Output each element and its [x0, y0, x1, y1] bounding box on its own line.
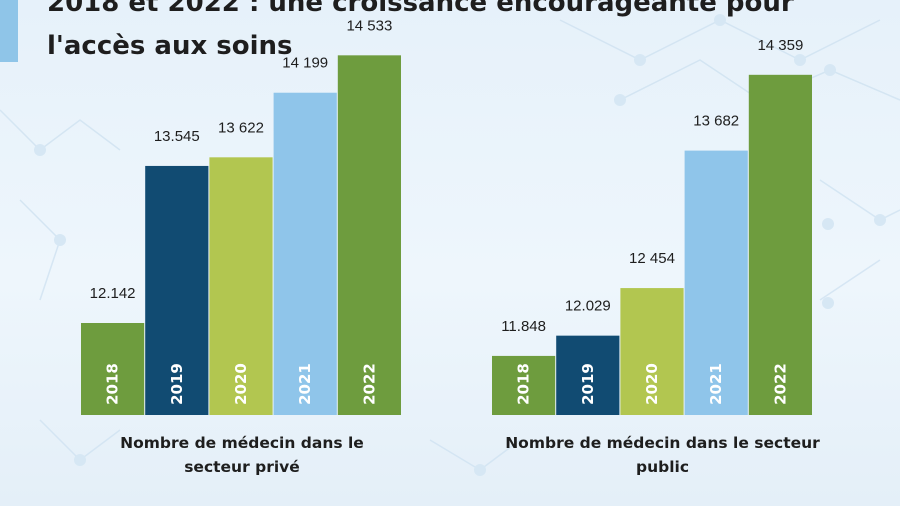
- value-label-public-2022: 14 359: [757, 37, 803, 54]
- category-label-public-2020: 2020: [643, 363, 661, 405]
- bar-private-2021: [273, 92, 337, 415]
- bar-public-2020: [620, 288, 684, 415]
- category-label-private-2019: 2019: [168, 363, 186, 405]
- page-title: 2018 et 2022 : une croissance encouragea…: [47, 0, 794, 61]
- value-label-public-2019: 12.029: [565, 298, 611, 315]
- value-label-private-2018: 12.142: [90, 285, 136, 302]
- category-label-private-2018: 2018: [104, 363, 122, 405]
- bar-private-2018: [81, 323, 145, 415]
- title-accent-bar: [0, 0, 18, 62]
- chart-caption-private: Nombre de médecin dans le secteur privé: [120, 434, 364, 476]
- bar-private-2020: [209, 157, 273, 416]
- value-label-public-2021: 13 682: [693, 113, 739, 130]
- value-label-private-2020: 13 622: [218, 119, 264, 136]
- category-label-public-2021: 2021: [707, 363, 725, 405]
- bar-private-2019: [145, 165, 209, 415]
- bar-public-2018: [492, 355, 556, 415]
- category-label-public-2022: 2022: [771, 363, 789, 405]
- value-label-public-2020: 12 454: [629, 250, 675, 267]
- category-label-private-2021: 2021: [296, 363, 314, 405]
- category-label-public-2018: 2018: [515, 363, 533, 405]
- value-label-private-2019: 13.545: [154, 128, 200, 145]
- bar-public-2021: [684, 150, 748, 415]
- category-label-public-2019: 2019: [579, 363, 597, 405]
- value-label-private-2022: 14 533: [346, 17, 392, 34]
- chart-caption-public: Nombre de médecin dans le secteur public: [505, 434, 820, 476]
- bar-public-2019: [556, 335, 620, 415]
- bar-private-2022: [337, 55, 401, 415]
- category-label-private-2020: 2020: [232, 363, 250, 405]
- value-label-private-2021: 14 199: [282, 55, 328, 72]
- value-label-public-2018: 11.848: [501, 318, 546, 335]
- category-label-private-2022: 2022: [360, 363, 378, 405]
- bar-public-2022: [748, 74, 812, 416]
